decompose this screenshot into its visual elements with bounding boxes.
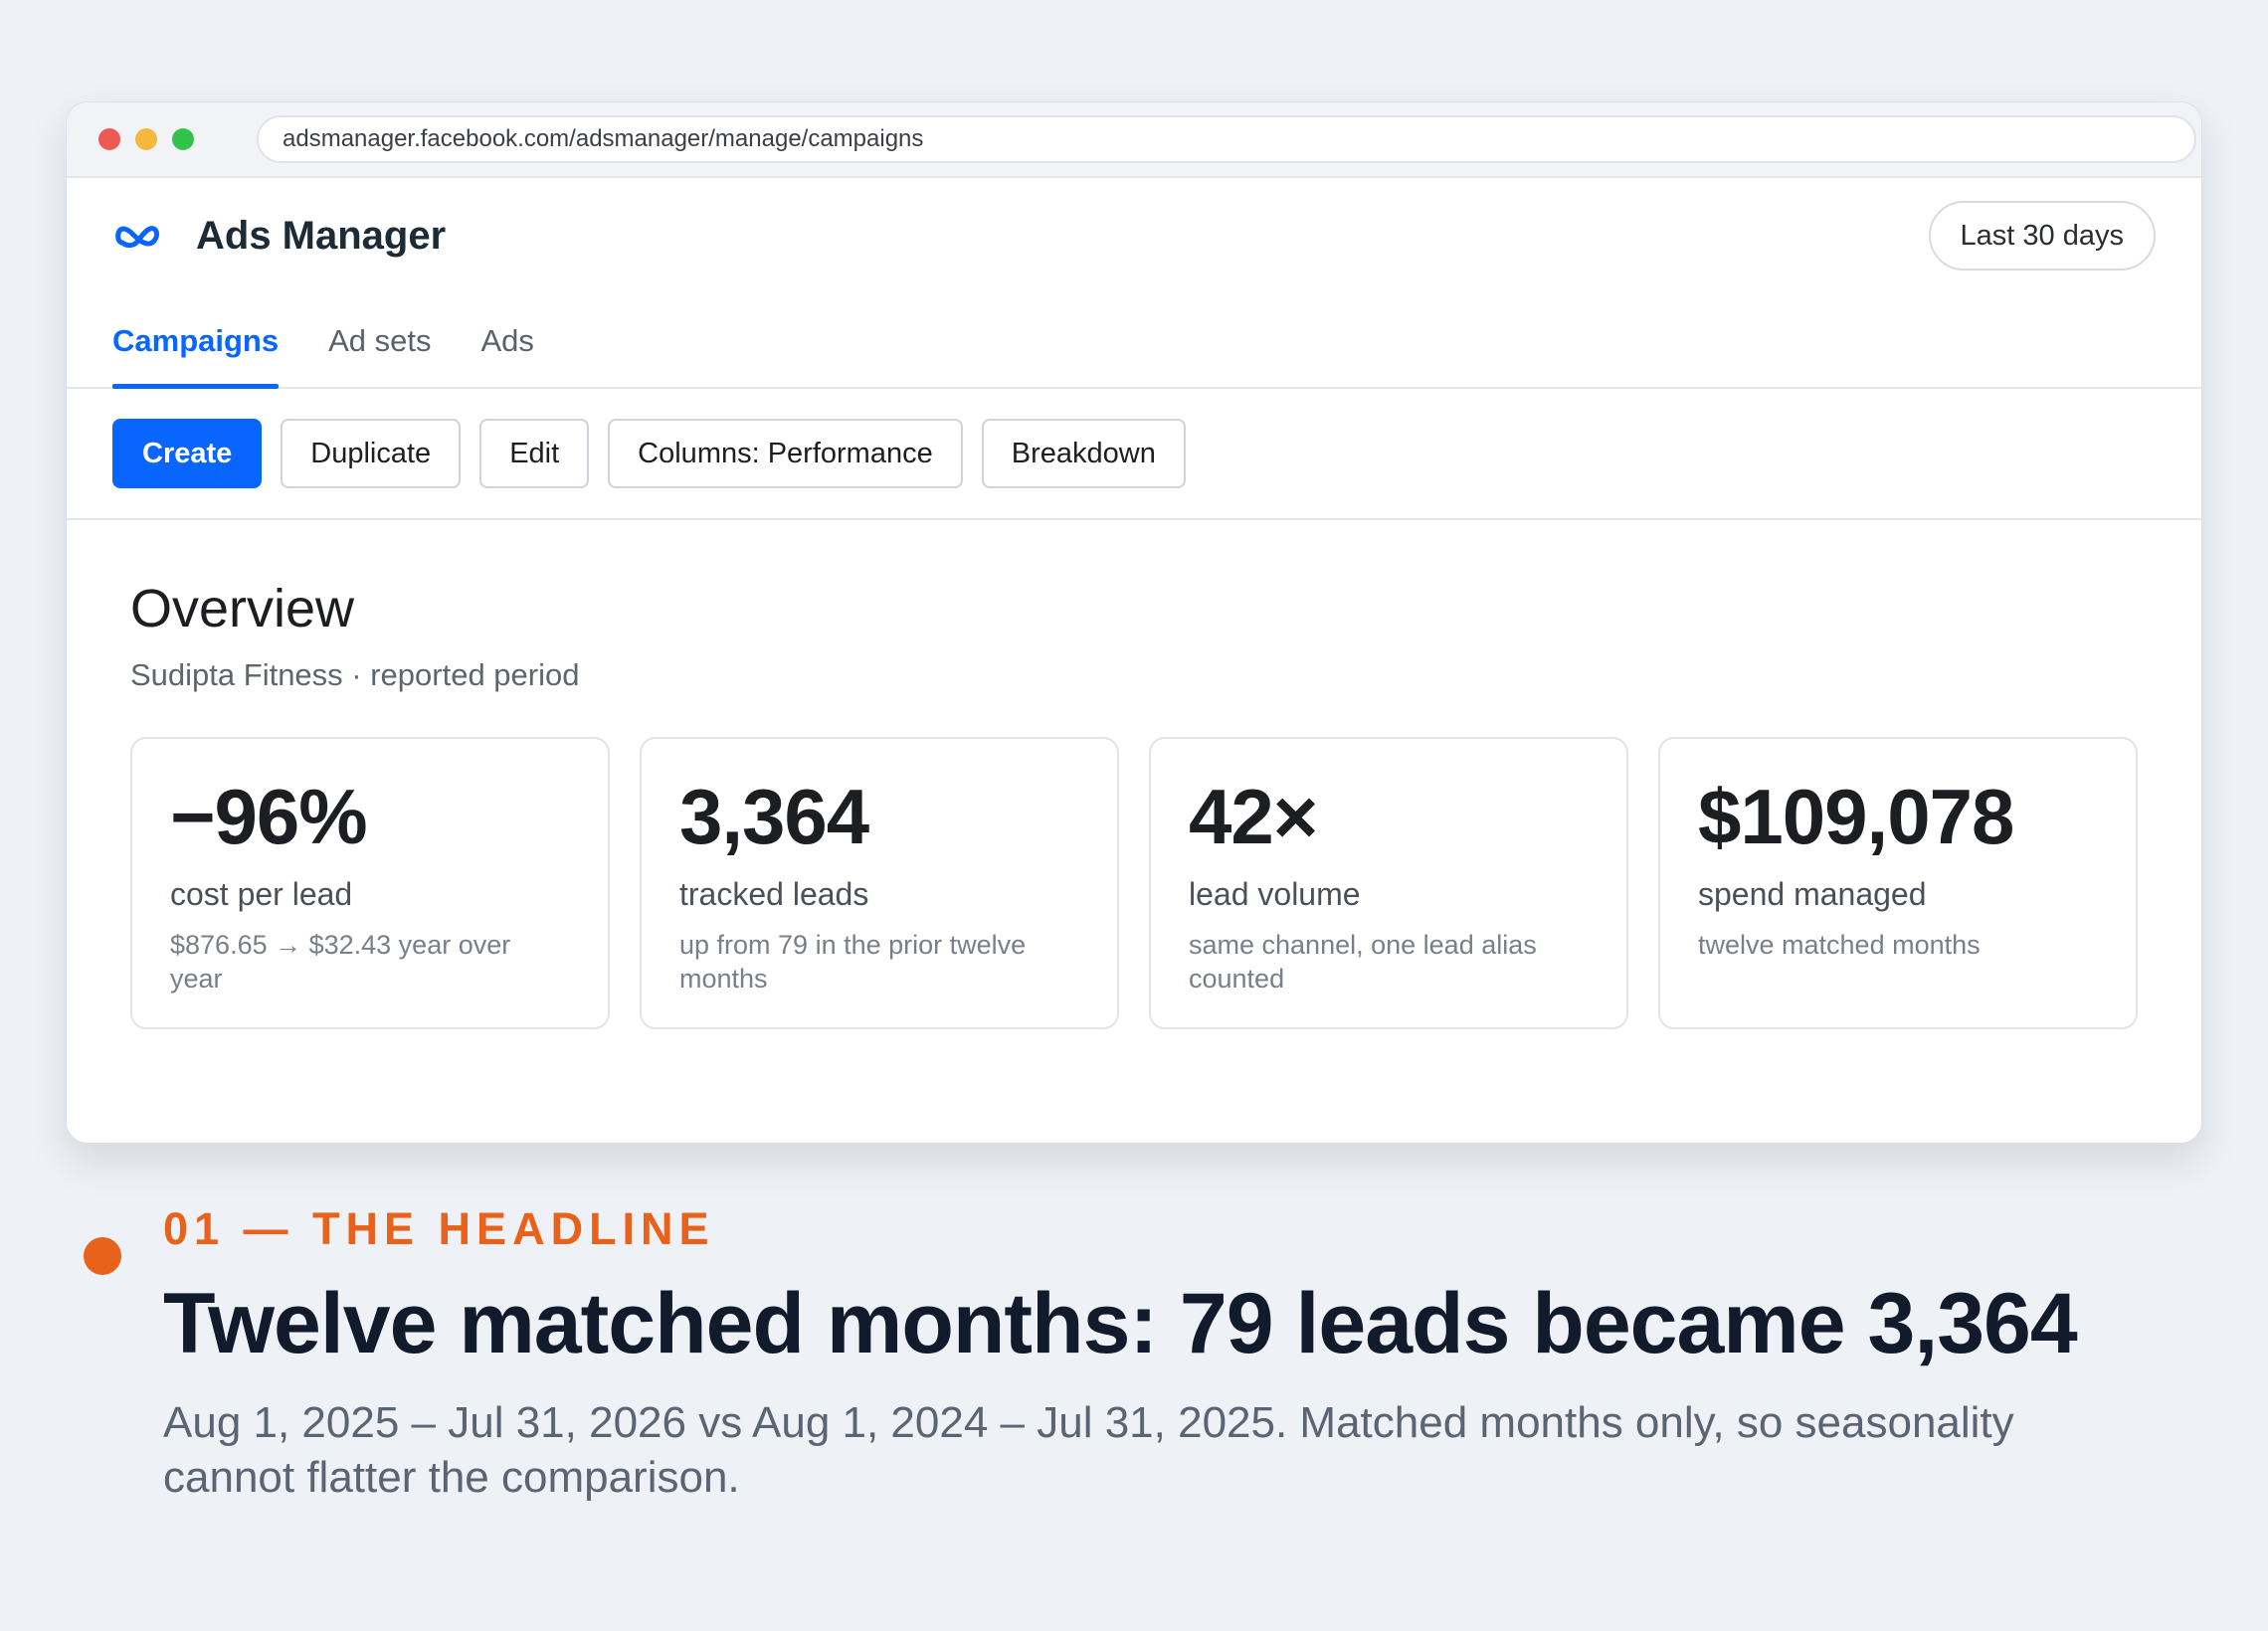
metric-label: cost per lead — [170, 875, 353, 912]
date-range-button[interactable]: Last 30 days — [1928, 201, 2156, 271]
browser-chrome: adsmanager.facebook.com/adsmanager/manag… — [67, 102, 2201, 178]
meta-logo-icon — [115, 226, 160, 249]
metric-card-lead-volume: 42× lead volume same channel, one lead a… — [1149, 737, 1628, 1029]
metric-value: −96% — [170, 773, 368, 860]
metric-label: spend managed — [1698, 875, 1927, 912]
toolbar: Create Duplicate Edit Columns: Performan… — [67, 389, 2201, 520]
app-header: Ads Manager Last 30 days — [67, 178, 2201, 293]
metric-label: tracked leads — [679, 875, 869, 912]
minimize-window-dot[interactable] — [135, 128, 157, 150]
overview-subtitle: Sudipta Fitness · reported period — [130, 657, 580, 692]
metric-card-spend-managed: $109,078 spend managed twelve matched mo… — [1658, 737, 2138, 1029]
caption-description: Aug 1, 2025 – Jul 31, 2026 vs Aug 1, 202… — [163, 1398, 2014, 1502]
columns-button[interactable]: Columns: Performance — [608, 419, 963, 488]
metric-note: twelve matched months — [1698, 929, 1981, 960]
url-text: adsmanager.facebook.com/adsmanager/manag… — [283, 125, 924, 152]
browser-window: adsmanager.facebook.com/adsmanager/manag… — [66, 101, 2202, 1144]
overview-title: Overview — [130, 579, 355, 638]
breakdown-button[interactable]: Breakdown — [981, 419, 1186, 488]
brand: Ads Manager — [114, 214, 446, 259]
app-title: Ads Manager — [196, 213, 447, 258]
caption-block: 01 — THE HEADLINE Twelve matched months:… — [84, 1203, 2202, 1505]
metric-note: same channel, one lead alias counted — [1189, 929, 1537, 994]
tab-ads[interactable]: Ads — [480, 323, 534, 358]
edit-button[interactable]: Edit — [479, 419, 590, 488]
metric-value: 42× — [1189, 773, 1318, 860]
close-window-dot[interactable] — [98, 128, 120, 150]
metric-value: $109,078 — [1698, 773, 2014, 860]
tab-ad-sets[interactable]: Ad sets — [328, 323, 432, 358]
duplicate-button[interactable]: Duplicate — [281, 419, 462, 488]
maximize-window-dot[interactable] — [172, 128, 194, 150]
overview-section: Overview Sudipta Fitness · reported peri… — [67, 520, 2201, 1029]
address-bar[interactable]: adsmanager.facebook.com/adsmanager/manag… — [257, 115, 2196, 163]
tab-campaigns[interactable]: Campaigns — [112, 323, 280, 389]
caption-headline: Twelve matched months: 79 leads became 3… — [163, 1276, 2078, 1371]
metric-card-cost-per-lead: −96% cost per lead $876.65 → $32.43 year… — [130, 737, 610, 1029]
section-kicker: 01 — THE HEADLINE — [163, 1203, 715, 1254]
tab-bar: Campaigns Ad sets Ads — [67, 293, 2201, 389]
orange-bullet-icon — [84, 1237, 121, 1275]
metric-card-tracked-leads: 3,364 tracked leads up from 79 in the pr… — [640, 737, 1119, 1029]
metric-label: lead volume — [1189, 875, 1361, 912]
metric-value: 3,364 — [679, 773, 869, 860]
create-button[interactable]: Create — [112, 419, 263, 488]
metric-cards: −96% cost per lead $876.65 → $32.43 year… — [130, 737, 2138, 1029]
metric-note: up from 79 in the prior twelve months — [679, 929, 1027, 994]
metric-note: $876.65 → $32.43 year over year — [170, 929, 511, 994]
